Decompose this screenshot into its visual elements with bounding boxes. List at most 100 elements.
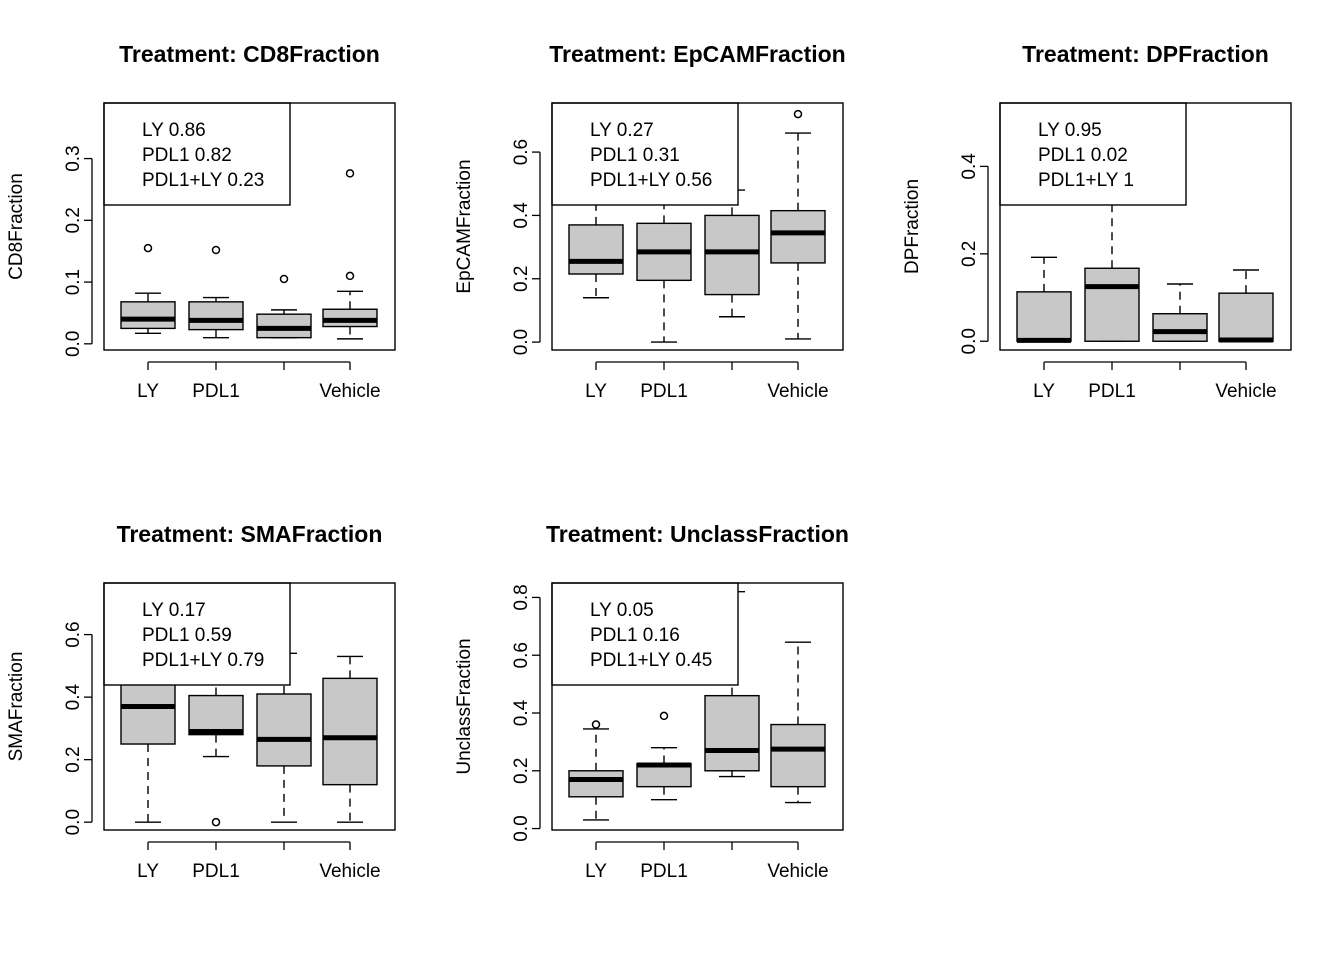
iqr-box	[1152, 313, 1208, 342]
x-tick-label: PDL1	[192, 861, 240, 882]
outlier-point	[345, 271, 355, 281]
y-tick-label: 0.2	[511, 266, 532, 292]
y-tick-label: 0.6	[511, 642, 532, 668]
x-tick-label: LY	[1033, 381, 1055, 402]
y-tick-label: 0.3	[63, 145, 84, 171]
legend-entry: PDL1+LY 0.56	[590, 170, 712, 191]
chart-panel-1: Treatment: CD8Fraction CD8Fraction 0.0 0.1 0…	[6, 41, 396, 402]
legend-entry: LY 0.86	[142, 120, 206, 141]
x-tick-label: LY	[585, 861, 607, 882]
box-pdl1	[636, 711, 692, 801]
legend-entry: PDL1+LY 0.45	[590, 650, 712, 671]
outlier-point	[143, 243, 153, 253]
x-tick-label: Vehicle	[767, 381, 828, 402]
box-pdl1-plus-ly	[704, 590, 760, 778]
x-tick-label: Vehicle	[319, 381, 380, 402]
legend-entry: PDL1+LY 0.23	[142, 170, 264, 191]
box-vehicle	[322, 655, 378, 823]
box-pdl1-plus-ly	[704, 189, 760, 318]
legend-entry: PDL1+LY 1	[1038, 170, 1134, 191]
iqr-box	[770, 209, 826, 264]
box-ly	[568, 202, 624, 299]
iqr-box	[704, 694, 760, 772]
box-pdl1-plus-ly	[1152, 283, 1208, 342]
x-tick-label: Vehicle	[319, 861, 380, 882]
legend-entry: PDL1 0.16	[590, 625, 680, 646]
chart-title: Treatment: CD8Fraction	[119, 41, 380, 67]
box-vehicle	[1218, 269, 1274, 343]
outlier-point	[211, 817, 221, 827]
outlier-point	[211, 245, 221, 255]
y-axis-label: DPFraction	[902, 179, 923, 274]
legend-box	[551, 102, 739, 206]
plot-frame	[999, 102, 1292, 351]
x-tick-label: PDL1	[1088, 381, 1136, 402]
y-tick-label: 0.6	[511, 139, 532, 165]
y-tick-label: 0.0	[511, 815, 532, 841]
box-ly	[120, 243, 176, 335]
chart-title: Treatment: EpCAMFraction	[549, 41, 845, 67]
outlier-point	[345, 169, 355, 178]
x-tick-label: PDL1	[640, 861, 688, 882]
legend-entry: PDL1 0.82	[142, 145, 232, 166]
iqr-box	[322, 677, 378, 786]
plot-frame	[551, 102, 844, 351]
y-tick-label: 0.8	[511, 584, 532, 610]
x-tick-label: Vehicle	[1215, 381, 1276, 402]
iqr-box	[256, 693, 312, 767]
y-tick-label: 0.0	[63, 809, 84, 835]
legend-entry: PDL1 0.31	[590, 145, 680, 166]
iqr-box	[1016, 291, 1072, 342]
y-tick-label: 0.4	[511, 699, 532, 726]
box-ly	[568, 720, 624, 821]
box-vehicle	[770, 641, 826, 804]
y-tick-label: 0.2	[511, 758, 532, 784]
y-tick-label: 0.4	[511, 202, 532, 229]
outlier-point	[279, 274, 289, 284]
box-pdl1-plus-ly	[256, 652, 312, 823]
y-tick-label: 0.0	[511, 329, 532, 355]
y-tick-label: 0.2	[63, 746, 84, 772]
outlier-point	[591, 720, 601, 729]
box-pdl1	[1084, 191, 1140, 342]
iqr-box	[188, 301, 244, 331]
legend-entry: PDL1 0.59	[142, 625, 232, 646]
iqr-box	[120, 301, 176, 330]
y-axis-label: SMAFraction	[6, 652, 27, 762]
y-tick-label: 0.6	[63, 621, 84, 647]
box-pdl1	[188, 245, 244, 339]
legend-box	[103, 102, 291, 206]
legend-entry: LY 0.27	[590, 120, 654, 141]
iqr-box	[1084, 267, 1140, 342]
chart-title: Treatment: DPFraction	[1022, 41, 1269, 67]
box-vehicle	[322, 169, 378, 340]
chart-panel-5: Treatment: UnclassFraction UnclassFractio…	[454, 521, 849, 882]
iqr-box	[568, 224, 624, 275]
y-tick-label: 0.0	[63, 331, 84, 357]
iqr-box	[770, 723, 826, 788]
x-tick-label: PDL1	[640, 381, 688, 402]
legend-entry: LY 0.17	[142, 600, 206, 621]
x-tick-label: PDL1	[192, 381, 240, 402]
plot-frame	[103, 102, 396, 351]
legend-box	[551, 582, 739, 686]
chart-panel-2: Treatment: EpCAMFraction EpCAMFraction 0.0…	[454, 41, 846, 402]
legend-entry: PDL1 0.02	[1038, 145, 1128, 166]
iqr-box	[568, 770, 624, 798]
plot-frame	[103, 582, 396, 831]
legend-entry: LY 0.95	[1038, 120, 1102, 141]
legend-entry: PDL1+LY 0.79	[142, 650, 264, 671]
x-tick-label: LY	[137, 381, 159, 402]
y-axis-label: CD8Fraction	[6, 173, 27, 280]
iqr-box	[1218, 292, 1274, 342]
outlier-point	[793, 109, 803, 119]
chart-title: Treatment: SMAFraction	[117, 521, 383, 547]
y-tick-label: 0.4	[959, 153, 980, 180]
legend-box	[103, 582, 291, 686]
y-tick-label: 0.1	[63, 269, 84, 295]
box-ly	[120, 665, 176, 823]
box-vehicle	[770, 109, 826, 340]
y-axis-label: UnclassFraction	[454, 638, 475, 774]
